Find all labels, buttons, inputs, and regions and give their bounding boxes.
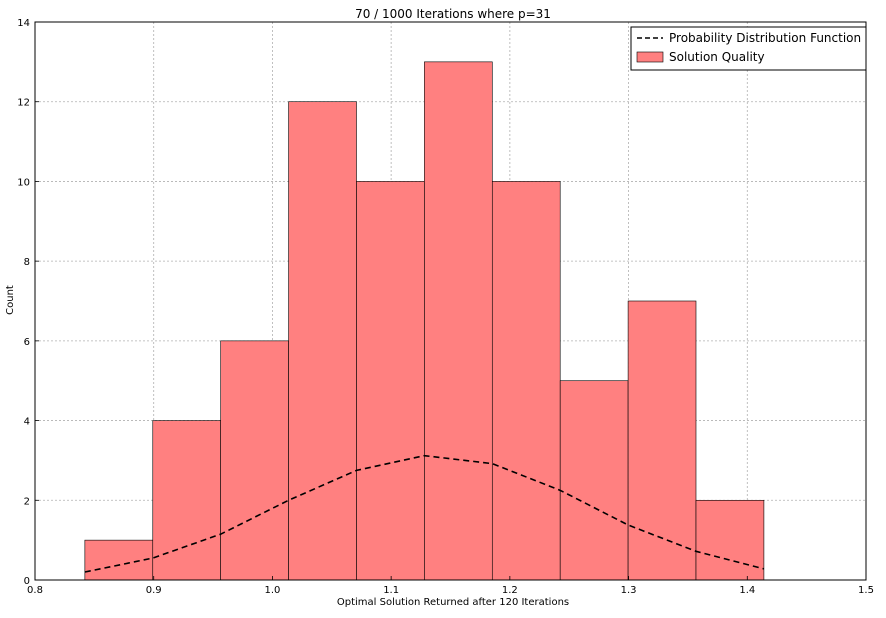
legend-hist-label: Solution Quality xyxy=(669,50,765,64)
x-tick-label: 1.3 xyxy=(621,585,637,596)
legend: Probability Distribution Function Soluti… xyxy=(630,26,867,71)
histogram-bar xyxy=(356,181,425,581)
chart-title: 70 / 1000 Iterations where p=31 xyxy=(355,7,551,21)
x-tick-label: 1.2 xyxy=(502,585,518,596)
y-tick-label: 10 xyxy=(17,177,30,188)
legend-hist-swatch xyxy=(636,51,664,63)
y-tick-label: 2 xyxy=(24,496,30,507)
pdf-line xyxy=(84,454,765,573)
x-tick-label: 1.1 xyxy=(383,585,399,596)
histogram-bar xyxy=(491,181,561,581)
legend-box xyxy=(630,26,867,71)
x-tick-label: 0.8 xyxy=(27,585,43,596)
x-tick-label: 1.5 xyxy=(858,585,874,596)
y-tick-label: 12 xyxy=(17,98,30,109)
plot-frame xyxy=(34,21,867,581)
y-axis-label: Count xyxy=(5,285,16,315)
pdf-line-group xyxy=(84,454,765,573)
x-tick-label: 1.0 xyxy=(264,585,280,596)
x-tick-label: 0.9 xyxy=(146,585,162,596)
histogram-bar xyxy=(627,300,697,581)
histogram-bar xyxy=(424,61,493,581)
x-tick-label: 1.4 xyxy=(739,585,755,596)
y-tick-label: 0 xyxy=(24,576,30,587)
histogram-bar xyxy=(559,380,629,581)
histogram-bar xyxy=(84,539,154,581)
y-tick-label: 14 xyxy=(17,18,30,29)
histogram-bar xyxy=(695,499,765,581)
y-tick-label: 4 xyxy=(24,417,30,428)
legend-pdf-label: Probability Distribution Function xyxy=(669,31,861,45)
y-tick-label: 6 xyxy=(24,337,30,348)
histogram-bar xyxy=(152,420,221,581)
histogram-bar xyxy=(220,340,289,581)
histogram-bars xyxy=(84,61,765,581)
y-tick-label: 8 xyxy=(24,257,30,268)
x-axis-label: Optimal Solution Returned after 120 Iter… xyxy=(337,597,569,608)
histogram-bar xyxy=(288,101,357,581)
axis-ticks: 0.8 0.9 1.0 1.1 1.2 1.3 1.4 1.5 0 2 4 6 8 10 12 14 xyxy=(17,18,874,596)
